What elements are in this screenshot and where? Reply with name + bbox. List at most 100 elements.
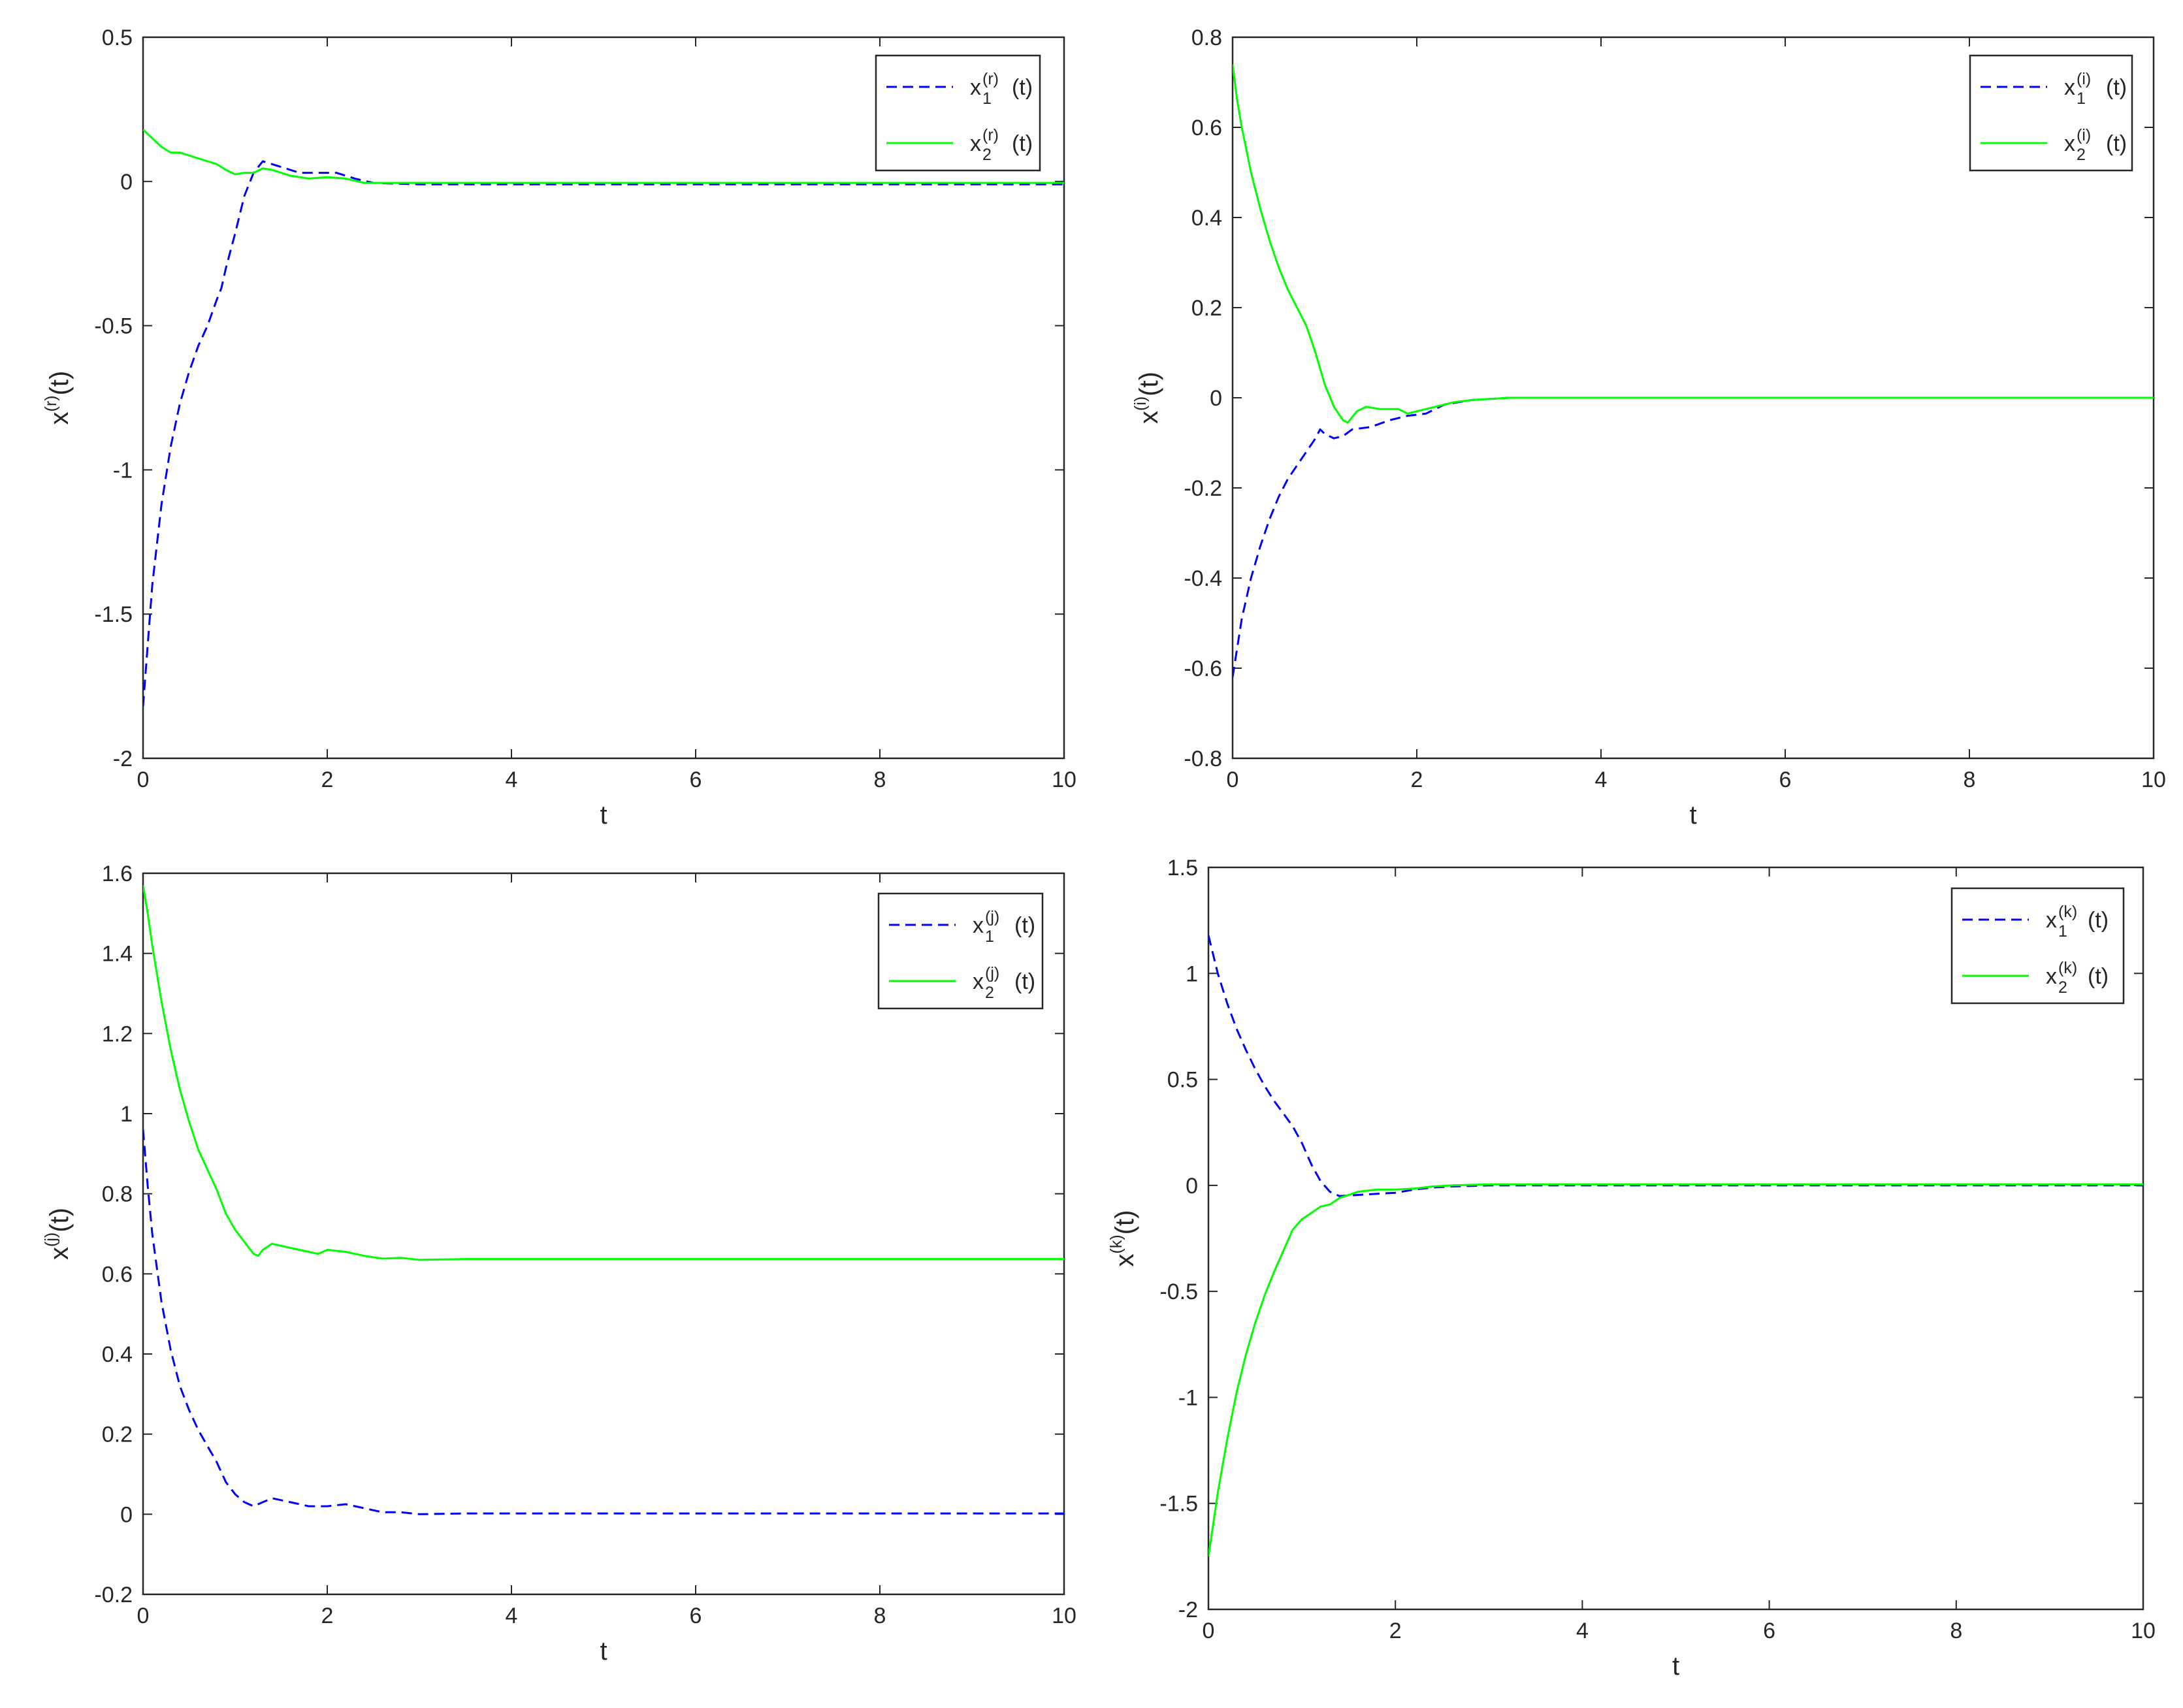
y-tick-label: 0.6 <box>102 1262 133 1287</box>
legend-tail: (t) <box>2088 908 2109 933</box>
legend-sup: (k) <box>2058 959 2077 977</box>
y-label-sup: (j) <box>42 1233 60 1247</box>
x-tick-label: 4 <box>506 1603 518 1628</box>
y-tick-label: -1 <box>1178 1385 1198 1410</box>
y-tick-label: 1 <box>1186 961 1198 986</box>
x-tick-label: 2 <box>321 1603 334 1628</box>
legend-base: x <box>2046 964 2057 989</box>
y-tick-label: -2 <box>1178 1598 1198 1622</box>
legend-box <box>1950 887 2125 1005</box>
legend-sub: 1 <box>985 927 994 946</box>
y-label-tail: (t) <box>45 1208 74 1233</box>
y-tick-label: 0.6 <box>1191 116 1222 140</box>
y-tick-label: -0.8 <box>1184 747 1222 771</box>
x-tick-label: 8 <box>874 767 886 792</box>
legend-sup: (r) <box>982 70 999 88</box>
legend-base: x <box>2064 75 2075 100</box>
series-line-x2 <box>1208 1183 2143 1557</box>
y-tick-label: -0.6 <box>1184 656 1222 681</box>
legend-base: x <box>2046 908 2057 933</box>
x-tick-label: 6 <box>1763 1619 1775 1643</box>
y-label-tail: (t) <box>45 371 74 396</box>
y-tick-label: -1 <box>113 458 133 483</box>
x-tick-label: 6 <box>690 1603 702 1628</box>
series-line-x1 <box>1208 935 2143 1197</box>
x-axis-label: t <box>600 1637 607 1666</box>
y-tick-label: 0 <box>120 1502 133 1527</box>
y-tick-label: -2 <box>113 747 133 771</box>
y-tick-label: -0.5 <box>94 314 133 339</box>
legend-sup: (i) <box>2077 70 2091 88</box>
series-line-x2 <box>1233 64 2154 424</box>
legend-sub: 2 <box>2058 978 2067 997</box>
y-label-base: x <box>45 1247 74 1260</box>
x-tick-label: 10 <box>2131 1619 2156 1643</box>
x-tick-label: 10 <box>2141 767 2166 792</box>
y-tick-label: 0.4 <box>102 1342 133 1367</box>
y-tick-label: 0 <box>1186 1174 1198 1199</box>
x-tick-label: 0 <box>137 1603 150 1628</box>
y-tick-label: 0.8 <box>1191 25 1222 50</box>
y-label-base: x <box>1135 411 1163 424</box>
y-tick-label: 0 <box>1210 386 1222 411</box>
legend-entry-x2: x(r) 2 (t) <box>970 126 1033 164</box>
y-label-base: x <box>1110 1253 1139 1266</box>
legend-entry-x1: x(k) 1 (t) <box>2046 903 2109 941</box>
subplot-2: 0 2 4 6 8 10-0.8-0.6-0.4-0.200.20.40.60.8tx(i… <box>1131 25 2166 830</box>
legend-entry-x2: x(i) 2 (t) <box>2064 126 2127 164</box>
legend-base: x <box>2064 131 2075 156</box>
legend-entry-x2: x(j) 2 (t) <box>973 964 1035 1002</box>
y-tick-label: 0.5 <box>102 25 133 50</box>
x-tick-label: 2 <box>1389 1619 1402 1643</box>
y-tick-label: 0.8 <box>102 1182 133 1207</box>
y-axis-label: x(j)(t) <box>42 1208 74 1260</box>
x-tick-label: 6 <box>1779 767 1792 792</box>
y-label-tail: (t) <box>1110 1210 1139 1235</box>
x-tick-label: 4 <box>1576 1619 1589 1643</box>
series-line-x2 <box>143 129 1064 184</box>
legend: x(k) 1 (t)x(k) 2 (t) <box>1950 887 2125 1005</box>
legend-tail: (t) <box>2088 964 2109 989</box>
y-label-base: x <box>45 411 74 425</box>
x-tick-label: 4 <box>506 767 518 792</box>
legend-base: x <box>973 969 984 994</box>
y-tick-label: -0.4 <box>1184 566 1222 591</box>
legend-entry-x2: x(k) 2 (t) <box>2046 959 2109 997</box>
y-tick-label: -1.5 <box>94 602 133 627</box>
legend-base: x <box>970 131 981 156</box>
x-tick-label: 8 <box>1964 767 1976 792</box>
y-tick-label: 1.6 <box>102 862 133 886</box>
subplot-4: 0 2 4 6 8 10-2-1.5-1-0.500.511.5tx(k)(t)x(k) 1… <box>1107 856 2156 1681</box>
x-tick-label: 0 <box>137 767 150 792</box>
legend-tail: (t) <box>1012 75 1033 100</box>
y-label-sup: (r) <box>42 395 60 411</box>
y-label-sup: (k) <box>1107 1234 1125 1253</box>
y-label-sup: (i) <box>1131 396 1150 411</box>
legend-sup: (k) <box>2058 903 2077 921</box>
x-tick-label: 8 <box>1950 1619 1962 1643</box>
y-label-tail: (t) <box>1135 372 1163 396</box>
legend-sub: 2 <box>982 146 992 164</box>
legend: x(j) 1 (t)x(j) 2 (t) <box>877 892 1044 1010</box>
legend-sup: (j) <box>985 964 999 982</box>
series-line-x1 <box>143 1129 1064 1515</box>
legend-tail: (t) <box>1012 131 1033 156</box>
legend-sup: (j) <box>985 908 999 926</box>
legend-sub: 1 <box>982 89 992 108</box>
legend-tail: (t) <box>2106 131 2127 156</box>
y-tick-label: 0 <box>120 170 133 195</box>
x-tick-label: 8 <box>874 1603 886 1628</box>
legend-sub: 2 <box>985 984 994 1002</box>
legend-entry-x1: x(j) 1 (t) <box>973 908 1035 946</box>
subplot-3: 0 2 4 6 8 10-0.200.20.40.60.811.21.41.6tx(j)(… <box>42 862 1076 1666</box>
legend-tail: (t) <box>1014 969 1035 994</box>
y-axis-label: x(r)(t) <box>42 371 74 425</box>
legend-sub: 1 <box>2058 922 2067 941</box>
y-axis-label: x(k)(t) <box>1107 1210 1139 1267</box>
x-axis-label: t <box>600 801 607 830</box>
x-axis-label: t <box>1689 801 1696 830</box>
y-tick-label: -0.2 <box>1184 476 1222 501</box>
legend-entry-x1: x(r) 1 (t) <box>970 70 1033 108</box>
y-axis-label: x(i)(t) <box>1131 372 1163 424</box>
